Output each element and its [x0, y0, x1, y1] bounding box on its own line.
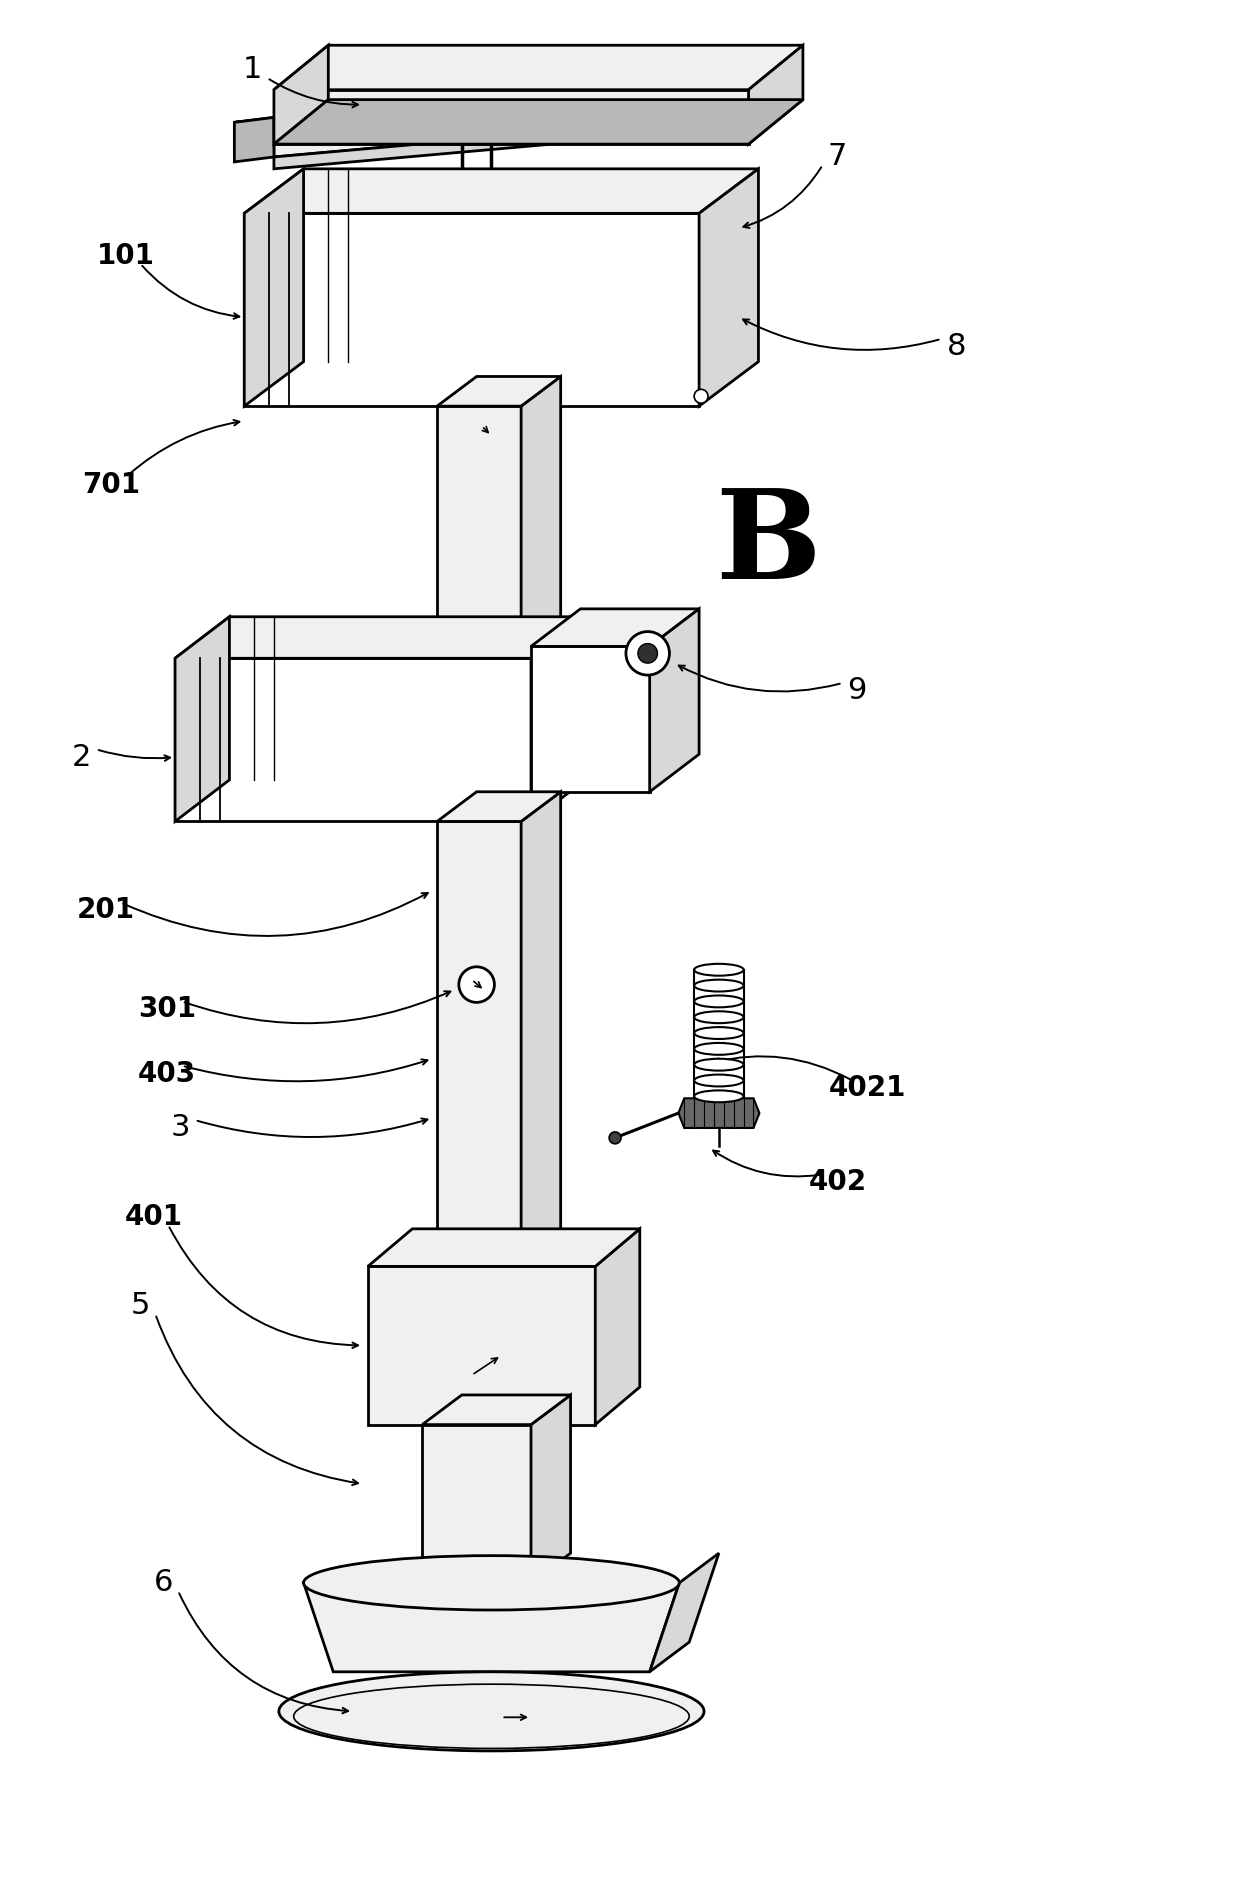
- Polygon shape: [650, 609, 699, 791]
- Polygon shape: [749, 46, 804, 144]
- Ellipse shape: [694, 996, 744, 1007]
- Polygon shape: [274, 101, 804, 144]
- Polygon shape: [368, 1229, 640, 1267]
- Ellipse shape: [694, 1043, 744, 1055]
- Ellipse shape: [694, 1011, 744, 1022]
- Polygon shape: [244, 169, 304, 406]
- Polygon shape: [304, 1582, 680, 1671]
- Ellipse shape: [694, 1091, 744, 1102]
- Polygon shape: [274, 89, 749, 144]
- Polygon shape: [274, 78, 719, 157]
- Polygon shape: [175, 658, 531, 821]
- Ellipse shape: [694, 1026, 744, 1040]
- Polygon shape: [678, 1098, 759, 1129]
- Text: 403: 403: [138, 1060, 196, 1087]
- Polygon shape: [521, 791, 560, 1267]
- Text: 3: 3: [170, 1114, 190, 1142]
- Polygon shape: [436, 376, 560, 406]
- Text: 2: 2: [72, 742, 91, 772]
- Polygon shape: [368, 1267, 595, 1425]
- Text: 4021: 4021: [828, 1074, 906, 1102]
- Circle shape: [609, 1133, 621, 1144]
- Polygon shape: [436, 406, 521, 658]
- Polygon shape: [423, 1394, 570, 1425]
- Polygon shape: [244, 212, 699, 406]
- Text: 101: 101: [97, 241, 155, 269]
- Polygon shape: [531, 609, 699, 647]
- Polygon shape: [244, 169, 759, 212]
- Text: 9: 9: [848, 677, 867, 706]
- Polygon shape: [436, 821, 521, 1267]
- Ellipse shape: [694, 1059, 744, 1070]
- Polygon shape: [274, 46, 804, 89]
- Text: 1: 1: [243, 55, 262, 85]
- Text: 6: 6: [154, 1569, 172, 1597]
- Text: 301: 301: [138, 996, 196, 1022]
- Polygon shape: [175, 617, 585, 658]
- Ellipse shape: [694, 979, 744, 992]
- Text: 201: 201: [77, 897, 135, 924]
- Polygon shape: [521, 376, 560, 658]
- Polygon shape: [595, 1229, 640, 1425]
- Ellipse shape: [304, 1556, 680, 1611]
- Text: 8: 8: [946, 332, 966, 360]
- Polygon shape: [531, 617, 585, 821]
- Polygon shape: [274, 118, 719, 169]
- Text: 7: 7: [828, 142, 847, 171]
- Polygon shape: [531, 1394, 570, 1582]
- Circle shape: [694, 389, 708, 404]
- Polygon shape: [274, 46, 329, 144]
- Circle shape: [626, 632, 670, 675]
- Polygon shape: [234, 78, 719, 123]
- Circle shape: [459, 967, 495, 1002]
- Text: 701: 701: [82, 470, 140, 499]
- Polygon shape: [234, 118, 274, 161]
- Text: 402: 402: [808, 1169, 867, 1197]
- Polygon shape: [699, 169, 759, 406]
- Text: 401: 401: [124, 1203, 182, 1231]
- Polygon shape: [531, 647, 650, 791]
- Polygon shape: [650, 1554, 719, 1671]
- Polygon shape: [423, 1425, 531, 1582]
- Circle shape: [637, 643, 657, 664]
- Ellipse shape: [279, 1671, 704, 1751]
- Text: 5: 5: [130, 1292, 150, 1320]
- Text: B: B: [715, 484, 821, 605]
- Polygon shape: [274, 78, 719, 118]
- Ellipse shape: [694, 964, 744, 975]
- Polygon shape: [436, 791, 560, 821]
- Polygon shape: [175, 617, 229, 821]
- Ellipse shape: [694, 1074, 744, 1087]
